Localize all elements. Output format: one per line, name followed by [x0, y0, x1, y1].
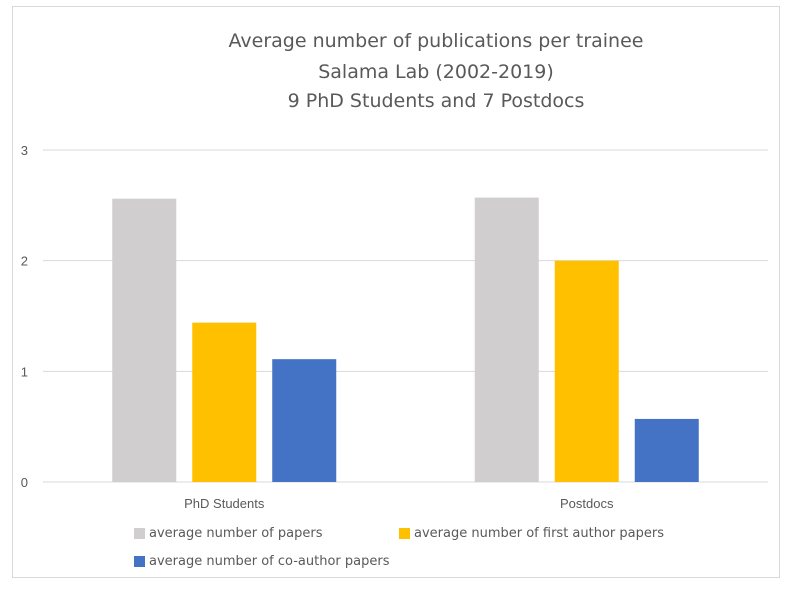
legend-item-co-author: average number of co-author papers [134, 554, 389, 569]
legend-swatch-co-author [134, 556, 145, 567]
bar-1-2 [634, 418, 699, 482]
bar-0-0 [112, 198, 177, 482]
y-tick-label-1: 1 [21, 364, 28, 379]
bar-0-2 [272, 359, 337, 482]
legend-label-co-author: average number of co-author papers [149, 554, 390, 569]
x-tick-label-0: PhD Students [184, 496, 265, 511]
y-tick-label-0: 0 [21, 475, 28, 490]
bar-1-0 [474, 197, 539, 482]
legend-label-papers: average number of papers [149, 526, 323, 541]
plot-area: 0 1 2 3 PhD Students Postdocs [21, 143, 768, 511]
legend-item-first-author: average number of first author papers [399, 526, 664, 541]
chart-title-line-2: Salama Lab (2002-2019) [318, 61, 554, 83]
chart-title-line-1: Average number of publications per train… [228, 30, 644, 52]
y-tick-label-3: 3 [21, 143, 28, 158]
bar-1-1 [554, 260, 619, 482]
chart-title-line-3: 9 PhD Students and 7 Postdocs [287, 90, 585, 112]
legend-swatch-first-author [399, 528, 410, 539]
bar-0-1 [192, 322, 257, 482]
legend-label-first-author: average number of first author papers [414, 526, 664, 541]
legend-item-papers: average number of papers [134, 526, 322, 541]
y-tick-label-2: 2 [21, 254, 28, 269]
legend-swatch-papers [134, 528, 145, 539]
x-tick-label-1: Postdocs [560, 496, 614, 511]
